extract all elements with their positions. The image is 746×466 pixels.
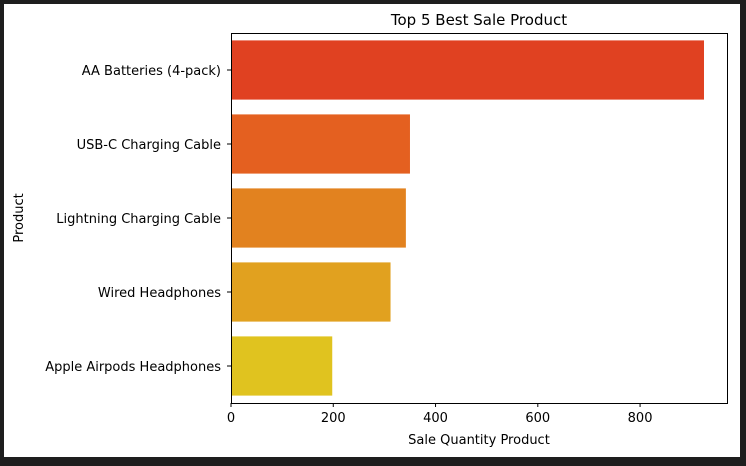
category-label: Wired Headphones: [98, 286, 221, 301]
bar-1: [231, 114, 410, 174]
bars: [231, 40, 704, 396]
x-axis-label: Sale Quantity Product: [408, 433, 550, 448]
category-label: Apple Airpods Headphones: [45, 360, 221, 375]
x-tick-label: 200: [321, 411, 346, 426]
plot-frame: [231, 33, 728, 404]
bar-3: [231, 262, 391, 322]
category-label: USB-C Charging Cable: [77, 138, 221, 153]
x-tick-label: 800: [628, 411, 653, 426]
x-tick-label: 400: [423, 411, 448, 426]
chart-title: Top 5 Best Sale Product: [390, 11, 567, 29]
category-label: AA Batteries (4-pack): [82, 64, 221, 79]
x-tick-label: 600: [525, 411, 550, 426]
x-axis-ticks: 0 200 400 600 800: [227, 403, 653, 426]
category-labels: AA Batteries (4-pack) USB-C Charging Cabl…: [45, 64, 231, 375]
bar-2: [231, 188, 406, 248]
category-label: Lightning Charging Cable: [56, 212, 221, 227]
bar-4: [231, 336, 333, 396]
y-axis-label: Product: [12, 193, 27, 242]
figure: Top 5 Best Sale Product AA Batteries (4-…: [4, 4, 740, 457]
bar-chart: Top 5 Best Sale Product AA Batteries (4-…: [12, 11, 728, 448]
x-tick-label: 0: [227, 411, 235, 426]
bar-0: [231, 40, 704, 100]
